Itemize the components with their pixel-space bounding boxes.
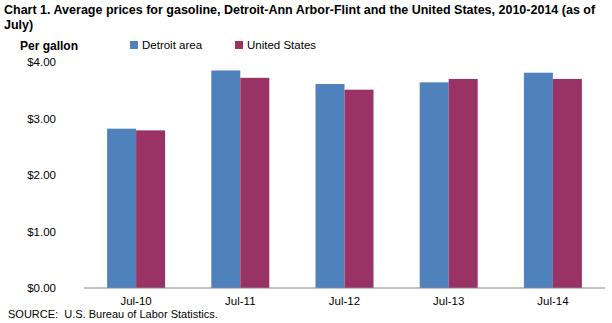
x-tick-label: Jul-12 [329,295,360,307]
bar [553,79,582,288]
y-tick-label: $1.00 [27,226,56,238]
source-note: SOURCE: U.S. Bureau of Labor Statistics. [8,308,218,320]
bar [345,90,374,288]
chart: $0.00 $1.00 $2.00 $3.00 $4.00 Per gallon Jul-1… [0,0,612,323]
y-tick-label: $2.00 [27,169,56,181]
bar [211,70,240,288]
legend-label: United States [247,39,316,51]
legend-swatch [235,41,243,49]
bars [107,70,582,288]
legend-label: Detroit area [142,39,203,51]
bar [420,82,449,288]
bar [449,79,478,288]
y-tick-label: $0.00 [27,282,56,294]
chart-title: Chart 1. Average prices for gasoline, De… [4,3,608,33]
x-tick-label: Jul-13 [433,295,464,307]
bar [316,84,345,288]
bar [524,73,553,288]
x-tick-label: Jul-10 [120,295,151,307]
bar [136,130,165,288]
x-tick-label: Jul-11 [225,295,255,307]
y-axis-label: Per gallon [20,39,78,53]
y-tick-label: $3.00 [27,113,56,125]
y-tick-label: $4.00 [27,56,56,68]
bar [240,78,269,288]
legend-swatch [130,41,138,49]
bar [107,129,136,288]
x-tick-label: Jul-14 [537,295,569,307]
x-axis-line [84,288,605,289]
